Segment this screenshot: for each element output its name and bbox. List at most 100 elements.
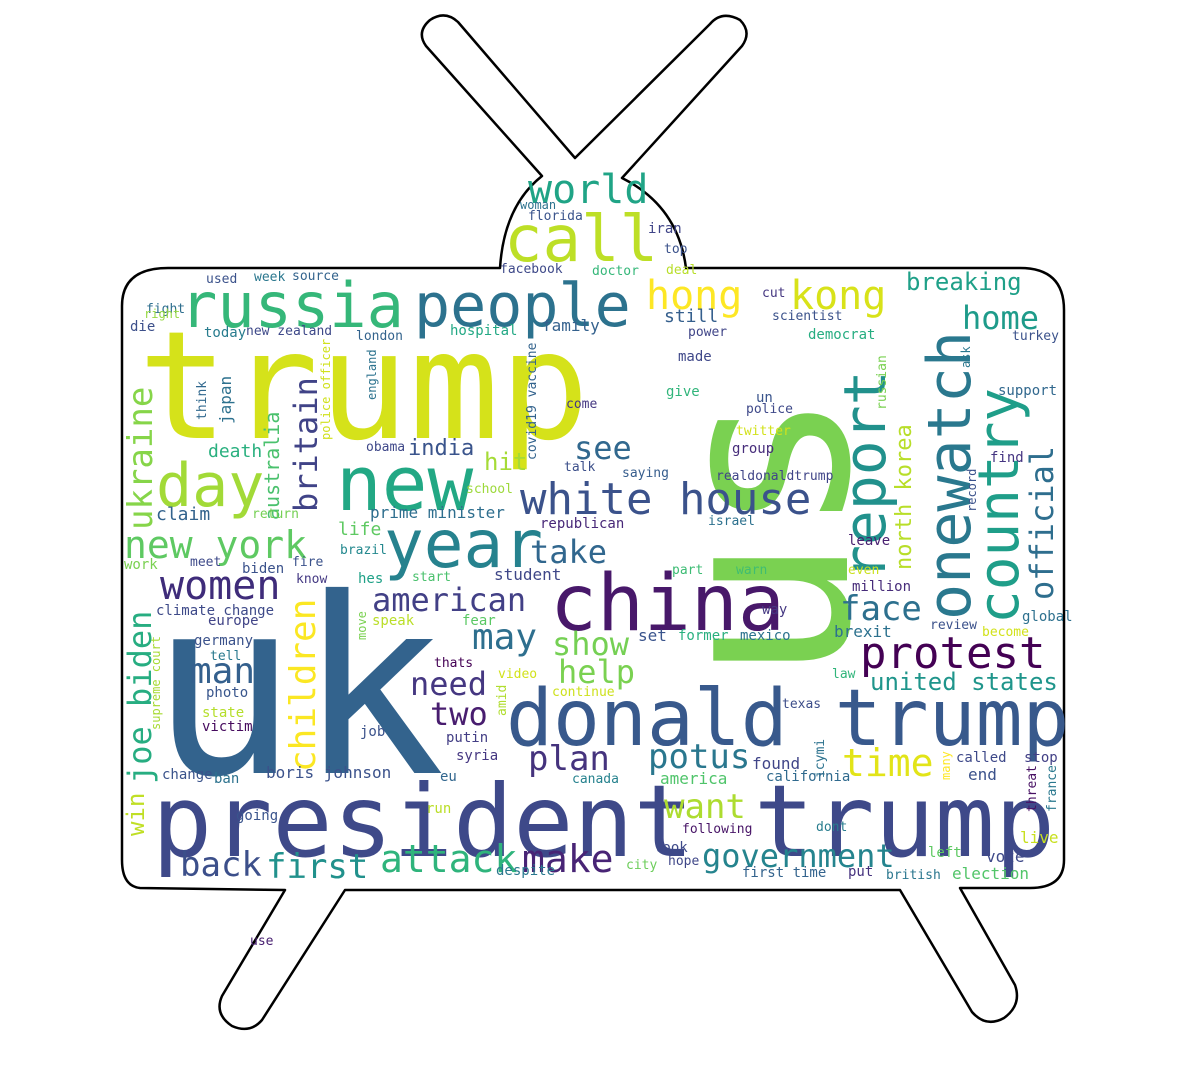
word-new-york: new york: [124, 523, 308, 567]
word-talk: talk: [564, 460, 596, 475]
word-twitter: twitter: [736, 424, 791, 439]
word-un: un: [756, 390, 773, 406]
word-britain: britain: [287, 377, 325, 512]
word-become: become: [982, 625, 1029, 640]
word-north-korea: north korea: [892, 424, 917, 570]
word-way: way: [762, 602, 788, 618]
word-europe: europe: [208, 613, 259, 629]
word-know: know: [296, 572, 328, 587]
word-republican: republican: [540, 516, 625, 532]
word-prime-minister: prime minister: [370, 503, 505, 522]
word-claim: claim: [156, 504, 211, 525]
word-move: move: [355, 611, 369, 640]
word-show: show: [552, 625, 630, 663]
word-people: people: [414, 271, 631, 341]
word-may: may: [472, 617, 538, 658]
word-former: former: [678, 628, 729, 644]
word-kong: kong: [790, 273, 887, 319]
word-plan: plan: [528, 739, 610, 779]
word-russian: russian: [875, 355, 890, 410]
word-state: state: [202, 705, 245, 721]
word-city: city: [626, 858, 658, 873]
word-law: law: [832, 667, 856, 682]
word-following: following: [682, 822, 753, 837]
word-iran: iran: [648, 221, 682, 237]
word-put: put: [848, 864, 874, 880]
word-two: two: [430, 695, 488, 733]
word-eu: eu: [440, 769, 457, 785]
word-fear: fear: [462, 613, 496, 629]
word-canada: canada: [572, 772, 619, 787]
word-global: global: [1022, 609, 1073, 625]
word-official: official: [1023, 445, 1061, 600]
word-doctor: doctor: [592, 264, 639, 279]
word-attack: attack: [380, 837, 518, 881]
word-source: source: [292, 269, 339, 284]
word-face: face: [840, 589, 922, 629]
word-take: take: [530, 533, 608, 571]
word-tell: tell: [210, 649, 242, 664]
word-time: time: [842, 741, 934, 785]
word-support: support: [998, 383, 1058, 399]
word-climate-change: climate change: [156, 603, 275, 619]
word-ban: ban: [214, 771, 240, 787]
word-use: use: [250, 934, 274, 949]
word-student: student: [494, 565, 562, 584]
word-victim: victim: [202, 719, 253, 735]
word-supreme-court: supreme court: [149, 636, 163, 730]
word-return: return: [252, 507, 299, 522]
word-breaking: breaking: [906, 268, 1022, 296]
word-find: find: [990, 450, 1024, 466]
word-woman: woman: [520, 198, 557, 212]
word-die: die: [130, 319, 156, 335]
word-france: france: [1045, 765, 1060, 812]
word-win: win: [122, 792, 150, 836]
word-going: going: [236, 808, 279, 824]
word-syria: syria: [456, 748, 499, 764]
word-hit: hit: [484, 448, 528, 476]
word-president-trump: president trump: [152, 763, 1056, 880]
word-uk: uk: [150, 546, 446, 831]
word-fire: fire: [292, 555, 324, 570]
word-leave: leave: [848, 533, 891, 549]
word-children: children: [283, 598, 324, 772]
word-despite: despite: [496, 863, 556, 879]
word-world: world: [528, 167, 649, 213]
word-warn: warn: [736, 563, 768, 578]
word-london: london: [356, 329, 403, 344]
word-united-states: united states: [870, 668, 1058, 696]
word-power: power: [688, 325, 728, 340]
word-vote: vote: [986, 847, 1025, 866]
word-photo: photo: [206, 685, 249, 701]
word-see: see: [574, 429, 632, 467]
word-first: first: [266, 847, 369, 887]
word-japan: japan: [216, 375, 235, 424]
word-hong: hong: [646, 273, 743, 319]
word-democrat: democrat: [808, 327, 876, 343]
word-germany: germany: [194, 633, 254, 649]
word-record: record: [965, 468, 979, 512]
word-called: called: [956, 750, 1007, 766]
word-police: police: [746, 402, 793, 417]
word-top: top: [664, 242, 688, 257]
word-new: new: [336, 439, 474, 528]
word-still: still: [664, 306, 719, 327]
word-live: live: [1020, 828, 1059, 847]
word-home: home: [962, 299, 1040, 337]
word-video: video: [498, 667, 538, 682]
word-boris-johnson: boris johnson: [266, 763, 392, 782]
word-brexit: brexit: [834, 622, 892, 641]
word-right-visible: right: [144, 307, 181, 321]
word-saying: saying: [622, 466, 669, 481]
word-scientist: scientist: [772, 309, 843, 324]
word-part: part: [672, 563, 704, 578]
word-election: election: [952, 864, 1030, 883]
word-look: look: [654, 840, 688, 856]
word-back: back: [180, 845, 262, 885]
word-speak: speak: [372, 613, 415, 629]
word-british: british: [886, 868, 941, 883]
word-donald-trump: donald trump: [506, 674, 1070, 764]
word-turkey: turkey: [1012, 329, 1059, 344]
